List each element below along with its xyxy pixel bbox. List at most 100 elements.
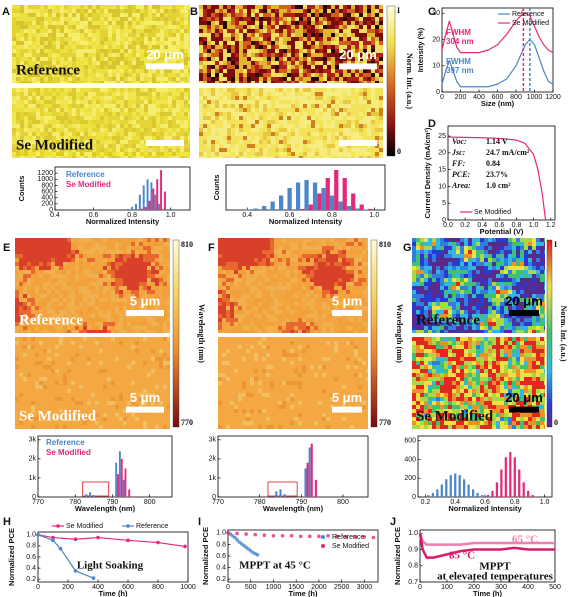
image-pixel bbox=[207, 21, 211, 25]
image-pixel bbox=[223, 13, 227, 17]
image-pixel bbox=[251, 77, 255, 81]
image-pixel bbox=[159, 270, 163, 274]
image-pixel bbox=[359, 156, 363, 158]
image-pixel bbox=[243, 88, 247, 92]
image-pixel bbox=[31, 266, 35, 270]
image-pixel bbox=[199, 25, 203, 29]
image-pixel bbox=[135, 341, 139, 345]
image-pixel bbox=[363, 37, 367, 41]
image-pixel bbox=[99, 349, 103, 353]
image-pixel bbox=[31, 238, 35, 242]
image-pixel bbox=[379, 88, 383, 92]
image-pixel bbox=[36, 25, 40, 29]
image-pixel bbox=[92, 41, 96, 45]
image-pixel bbox=[111, 337, 115, 341]
image-pixel bbox=[275, 112, 279, 116]
image-pixel bbox=[44, 100, 48, 104]
image-pixel bbox=[231, 148, 235, 152]
y-tick-label: 20 bbox=[432, 36, 440, 43]
image-pixel bbox=[335, 132, 339, 136]
image-pixel bbox=[152, 53, 156, 57]
image-pixel bbox=[84, 53, 88, 57]
bar bbox=[158, 203, 161, 210]
image-pixel bbox=[119, 278, 123, 282]
image-pixel bbox=[148, 132, 152, 136]
image-pixel bbox=[371, 17, 375, 21]
image-pixel bbox=[295, 69, 299, 73]
image-pixel bbox=[35, 341, 39, 345]
image-pixel bbox=[339, 45, 343, 49]
image-pixel bbox=[15, 326, 19, 330]
image-pixel bbox=[59, 262, 63, 266]
image-pixel bbox=[319, 61, 323, 65]
image-pixel bbox=[223, 29, 227, 33]
image-pixel bbox=[112, 124, 116, 128]
image-pixel bbox=[87, 306, 91, 310]
image-pixel bbox=[311, 21, 315, 25]
image-pixel bbox=[120, 140, 124, 144]
image-pixel bbox=[255, 21, 259, 25]
image-pixel bbox=[84, 45, 88, 49]
image-pixel bbox=[283, 132, 287, 136]
image-pixel bbox=[259, 21, 263, 25]
image-pixel bbox=[71, 345, 75, 349]
image-pixel bbox=[168, 92, 172, 96]
image-pixel bbox=[371, 57, 375, 61]
image-pixel bbox=[135, 330, 139, 333]
image-pixel bbox=[40, 33, 44, 37]
image-pixel bbox=[112, 128, 116, 132]
image-pixel bbox=[15, 254, 19, 258]
image-pixel bbox=[176, 45, 180, 49]
image-pixel bbox=[263, 92, 267, 96]
image-pixel bbox=[367, 116, 371, 120]
image-pixel bbox=[231, 100, 235, 104]
image-pixel bbox=[180, 104, 184, 108]
image-pixel bbox=[291, 81, 295, 83]
image-pixel bbox=[363, 41, 367, 45]
image-pixel bbox=[72, 73, 76, 77]
image-pixel bbox=[147, 345, 151, 349]
x-tick-label: 1200 bbox=[545, 94, 561, 101]
image-pixel bbox=[63, 302, 67, 306]
image-pixel bbox=[132, 41, 136, 45]
image-pixel bbox=[31, 242, 35, 246]
image-pixel bbox=[127, 365, 131, 369]
image-pixel bbox=[231, 21, 235, 25]
image-pixel bbox=[299, 81, 303, 83]
image-pixel bbox=[211, 88, 215, 92]
image-pixel bbox=[44, 120, 48, 124]
image-pixel bbox=[247, 156, 251, 158]
image-pixel bbox=[148, 17, 152, 21]
image-pixel bbox=[167, 322, 170, 326]
image-pixel bbox=[48, 65, 52, 69]
image-pixel bbox=[251, 13, 255, 17]
image-pixel bbox=[108, 92, 112, 96]
image-pixel bbox=[103, 310, 107, 314]
image-pixel bbox=[255, 88, 259, 92]
image-pixel bbox=[72, 69, 76, 73]
image-pixel bbox=[215, 116, 219, 120]
image-pixel bbox=[172, 17, 176, 21]
image-pixel bbox=[131, 306, 135, 310]
image-pixel bbox=[215, 13, 219, 17]
image-pixel bbox=[155, 341, 159, 345]
image-pixel bbox=[156, 5, 160, 9]
image-pixel bbox=[379, 100, 383, 104]
image-pixel bbox=[47, 302, 51, 306]
image-pixel bbox=[159, 349, 163, 353]
image-pixel bbox=[40, 25, 44, 29]
image-pixel bbox=[24, 144, 28, 148]
image-pixel bbox=[335, 124, 339, 128]
image-pixel bbox=[115, 270, 119, 274]
image-pixel bbox=[303, 148, 307, 152]
image-pixel bbox=[152, 29, 156, 33]
image-pixel bbox=[144, 77, 148, 81]
image-pixel bbox=[19, 238, 23, 242]
image-pixel bbox=[139, 302, 143, 306]
image-pixel bbox=[131, 322, 135, 326]
image-pixel bbox=[375, 132, 379, 136]
image-pixel bbox=[112, 96, 116, 100]
image-pixel bbox=[28, 9, 32, 13]
image-pixel bbox=[139, 330, 143, 333]
image-pixel bbox=[123, 274, 127, 278]
